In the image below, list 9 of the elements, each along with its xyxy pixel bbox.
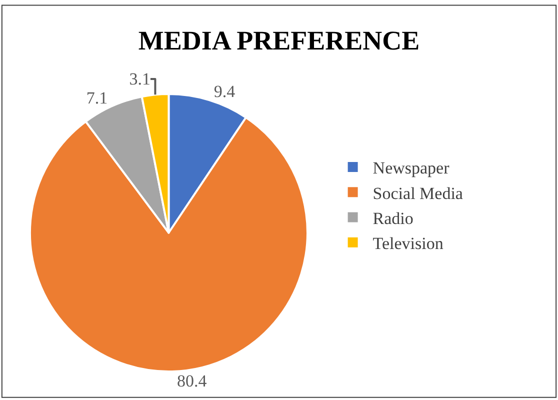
legend-label: Radio	[372, 208, 414, 228]
data-label: 7.1	[86, 88, 108, 108]
data-label: 9.4	[214, 82, 236, 101]
legend-label: Television	[372, 234, 444, 253]
data-label: 80.4	[176, 371, 208, 390]
legend-label: Social Media	[372, 184, 464, 203]
legend-label: Newspaper	[372, 158, 450, 178]
chart-title: MEDIA PREFERENCE	[138, 25, 420, 56]
data-label: 3.1	[129, 70, 150, 88]
